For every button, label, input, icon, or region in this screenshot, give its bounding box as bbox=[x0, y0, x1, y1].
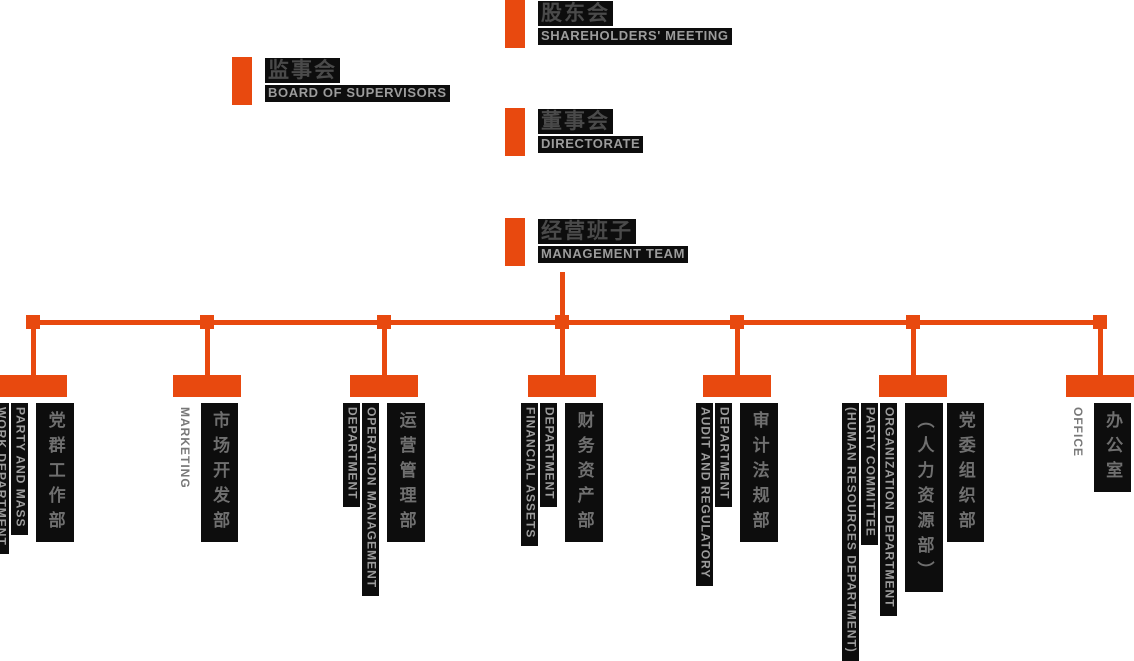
node-marker-bar bbox=[232, 57, 252, 105]
department-name-zh: 财务资产部 bbox=[565, 403, 603, 542]
department-label-audit-and-regulatory-department: AUDIT AND REGULATORY DEPARTMENT 审计法规部 bbox=[627, 403, 847, 587]
department-label-office: OFFICE 办公室 bbox=[990, 403, 1134, 492]
node-title-en: DIRECTORATE bbox=[538, 136, 644, 154]
department-name-zh: 市场开发部 bbox=[200, 403, 239, 542]
department-bar-financial-assets-department bbox=[528, 375, 596, 397]
department-name-en: DEPARTMENT bbox=[715, 403, 733, 508]
connector-drop bbox=[911, 329, 916, 375]
connector-drop bbox=[205, 329, 210, 375]
department-label-party-committee-organization-department: (HUMAN RESOURCES DEPARTMENT) PARTY COMMIT… bbox=[803, 403, 1023, 661]
connector-drop bbox=[735, 329, 740, 375]
department-label-financial-assets-department: FINANCIAL ASSETS DEPARTMENT 财务资产部 bbox=[452, 403, 672, 547]
department-bar-marketing bbox=[173, 375, 241, 397]
department-name-zh: 运营管理部 bbox=[387, 403, 425, 542]
node-directorate: 董事会 DIRECTORATE bbox=[505, 108, 644, 156]
department-name-en: (HUMAN RESOURCES DEPARTMENT) bbox=[842, 403, 860, 661]
node-marker-bar bbox=[505, 108, 525, 156]
department-name-en: PARTY COMMITTEE bbox=[861, 403, 879, 545]
node-title-en: SHAREHOLDERS' MEETING bbox=[538, 28, 732, 46]
connector-drop bbox=[1098, 329, 1103, 375]
department-label-operation-management-department: DEPARTMENT OPERATION MANAGEMENT 运营管理部 bbox=[274, 403, 494, 597]
department-name-en: AUDIT AND REGULATORY bbox=[696, 403, 714, 587]
node-title-zh: 监事会 bbox=[265, 58, 340, 84]
department-bar-party-committee-organization-department bbox=[879, 375, 947, 397]
department-name-zh: 党群工作部 bbox=[36, 403, 74, 542]
connector-joint bbox=[200, 315, 214, 329]
node-title-zh: 经营班子 bbox=[538, 219, 636, 245]
department-bar-party-and-mass-work-department bbox=[0, 375, 67, 397]
node-title-zh: 董事会 bbox=[538, 109, 613, 135]
connector-joint bbox=[1093, 315, 1107, 329]
department-bar-office bbox=[1066, 375, 1134, 397]
node-board-of-supervisors: 监事会 BOARD OF SUPERVISORS bbox=[232, 57, 450, 105]
department-bar-operation-management-department bbox=[350, 375, 418, 397]
department-name-en: PARTY AND MASS bbox=[11, 403, 29, 536]
department-label-marketing: MARKETING 市场开发部 bbox=[97, 403, 317, 542]
department-name-en: DEPARTMENT bbox=[343, 403, 361, 508]
node-shareholders-meeting: 股东会 SHAREHOLDERS' MEETING bbox=[505, 0, 732, 48]
department-label-party-and-mass-work-department: WORK DEPARTMENT PARTY AND MASS 党群工作部 bbox=[0, 403, 143, 554]
department-name-zh: 审计法规部 bbox=[740, 403, 778, 542]
department-bar-audit-and-regulatory-department bbox=[703, 375, 771, 397]
connector-joint bbox=[906, 315, 920, 329]
connector-joint bbox=[555, 315, 569, 329]
department-name-zh: 党委组织部 bbox=[946, 403, 984, 542]
connector-drop bbox=[382, 329, 387, 375]
department-name-en: DEPARTMENT bbox=[540, 403, 558, 508]
department-name-en: ORGANIZATION DEPARTMENT bbox=[880, 403, 898, 616]
department-name-en: WORK DEPARTMENT bbox=[0, 403, 10, 554]
department-name-zh: （人力资源部） bbox=[905, 403, 943, 592]
connector-drop bbox=[560, 329, 565, 375]
connector-joint bbox=[730, 315, 744, 329]
node-title-en: MANAGEMENT TEAM bbox=[538, 246, 689, 264]
department-name-en: FINANCIAL ASSETS bbox=[521, 403, 539, 547]
node-marker-bar bbox=[505, 218, 525, 266]
connector-joint bbox=[377, 315, 391, 329]
node-title-zh: 股东会 bbox=[538, 1, 613, 27]
node-marker-bar bbox=[505, 0, 525, 48]
node-title-en: BOARD OF SUPERVISORS bbox=[265, 85, 450, 103]
department-name-en: OFFICE bbox=[1070, 407, 1085, 457]
department-name-en: OPERATION MANAGEMENT bbox=[362, 403, 380, 597]
connector-joint bbox=[26, 315, 40, 329]
node-management-team: 经营班子 MANAGEMENT TEAM bbox=[505, 218, 689, 266]
department-name-zh: 办公室 bbox=[1093, 403, 1132, 492]
connector-drop bbox=[31, 329, 36, 375]
department-name-en: MARKETING bbox=[177, 407, 192, 489]
